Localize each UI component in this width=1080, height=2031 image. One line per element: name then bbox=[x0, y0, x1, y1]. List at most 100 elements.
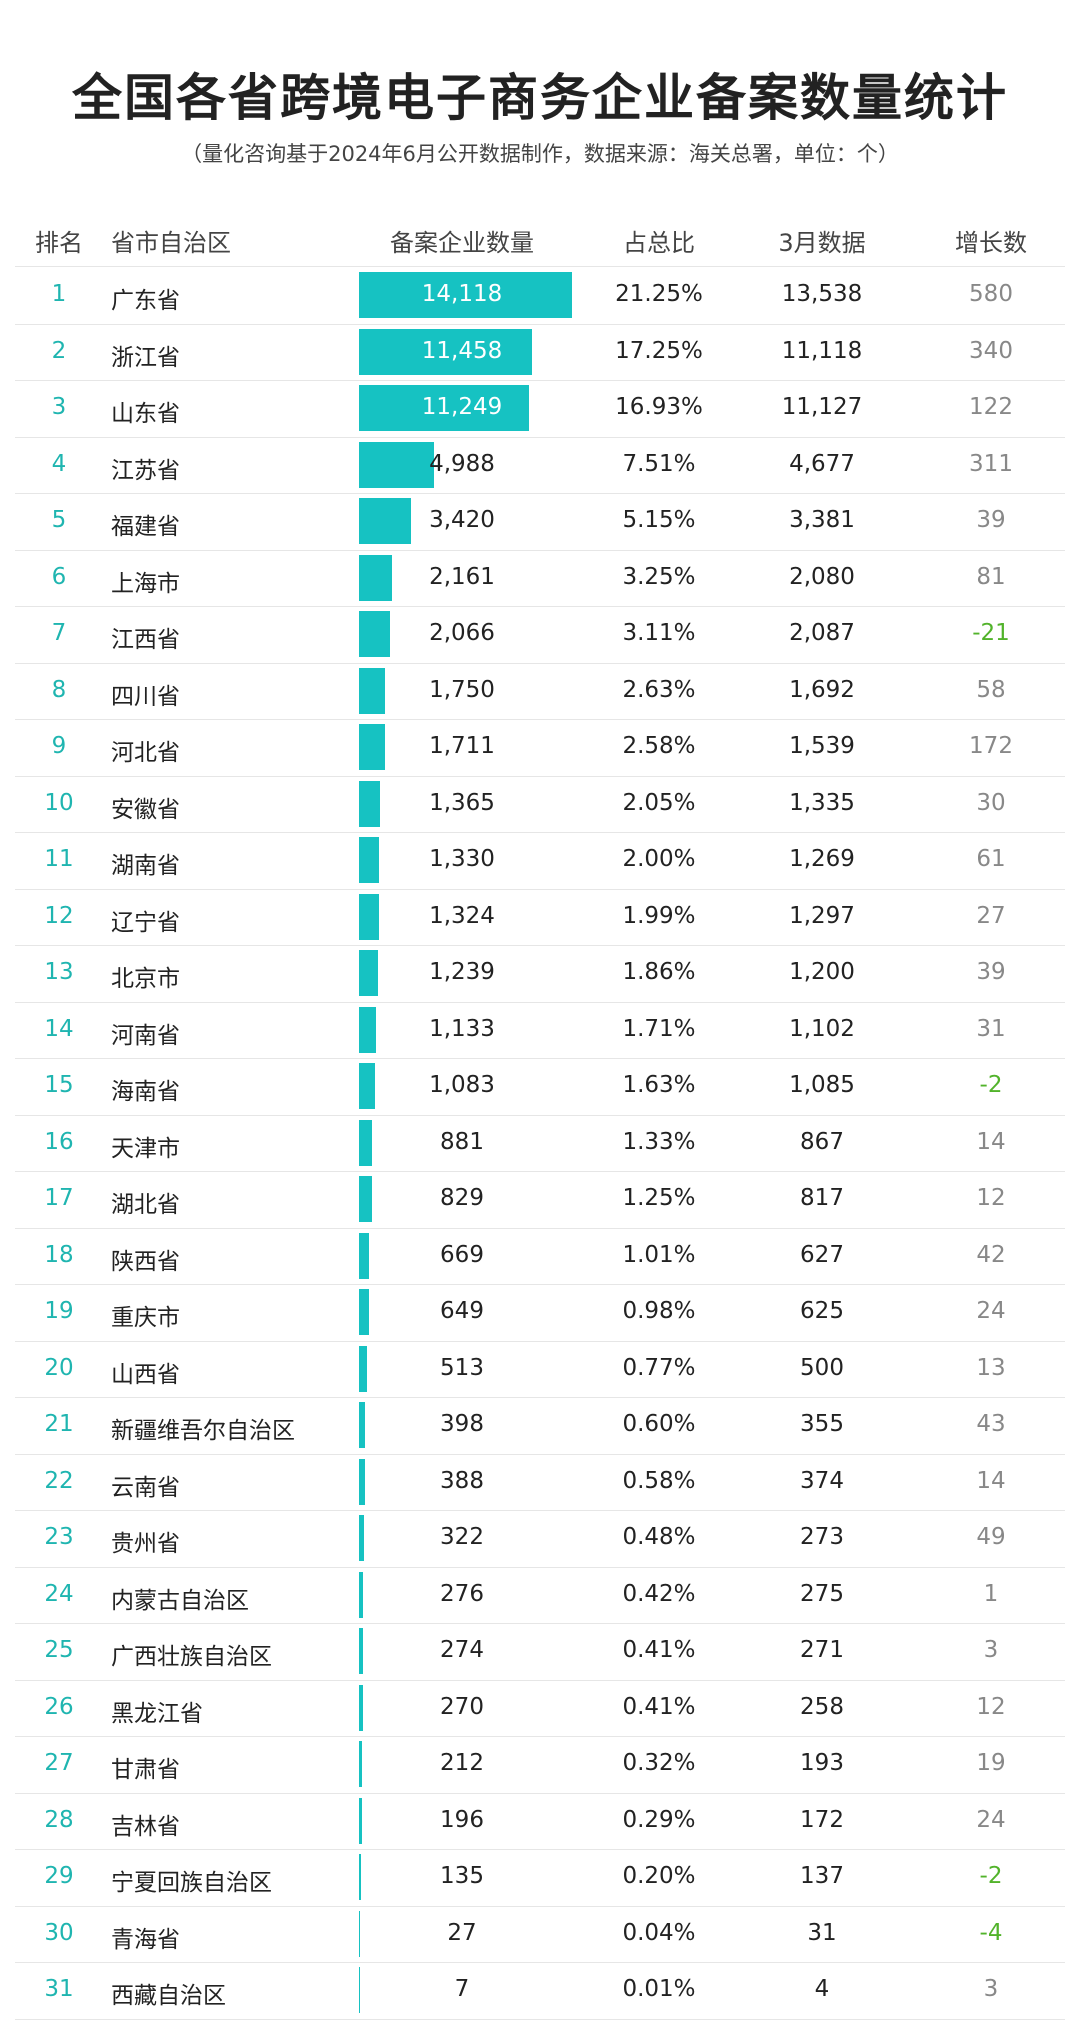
bar bbox=[359, 272, 572, 319]
rank: 3 bbox=[51, 394, 67, 421]
share: 1.25% bbox=[622, 1185, 696, 1212]
march: 1,269 bbox=[789, 846, 855, 873]
rank: 28 bbox=[44, 1806, 74, 1833]
bar bbox=[359, 611, 391, 658]
region: 北京市 bbox=[111, 966, 180, 993]
region: 安徽省 bbox=[111, 796, 180, 823]
growth: 340 bbox=[969, 337, 1013, 364]
count: 1,711 bbox=[429, 733, 495, 760]
growth-header: 增长数 bbox=[955, 229, 1027, 257]
rank: 19 bbox=[44, 1298, 74, 1325]
row-separator bbox=[15, 719, 1065, 720]
growth: 42 bbox=[976, 1241, 1006, 1268]
region: 湖南省 bbox=[111, 853, 180, 880]
share: 0.01% bbox=[622, 1976, 696, 2003]
row-separator bbox=[15, 606, 1065, 607]
growth: -4 bbox=[979, 1919, 1003, 1946]
bar bbox=[359, 1289, 369, 1336]
bar bbox=[359, 667, 386, 714]
count: 3,420 bbox=[429, 507, 495, 534]
bar bbox=[359, 837, 380, 884]
growth: 13 bbox=[976, 1354, 1006, 1381]
bar bbox=[359, 328, 532, 375]
region: 上海市 bbox=[111, 570, 180, 597]
row-separator bbox=[15, 380, 1065, 381]
count: 669 bbox=[440, 1241, 484, 1268]
count: 1,324 bbox=[429, 902, 495, 929]
region: 河南省 bbox=[111, 1022, 180, 1049]
share: 0.48% bbox=[622, 1524, 696, 1551]
count: 1,750 bbox=[429, 676, 495, 703]
count: 11,458 bbox=[421, 337, 503, 364]
bar bbox=[359, 1232, 370, 1279]
row-separator bbox=[15, 888, 1065, 890]
region: 黑龙江省 bbox=[111, 1700, 203, 1727]
count: 1,083 bbox=[429, 1072, 495, 1099]
count: 4,988 bbox=[429, 450, 495, 477]
rank: 7 bbox=[51, 620, 67, 647]
march: 4 bbox=[814, 1976, 830, 2003]
growth: 81 bbox=[976, 563, 1006, 590]
rank: 18 bbox=[44, 1241, 74, 1268]
region: 四川省 bbox=[111, 683, 180, 710]
row-separator bbox=[15, 662, 1065, 664]
share: 3.11% bbox=[622, 620, 696, 647]
bar bbox=[359, 1797, 362, 1844]
row-separator bbox=[15, 945, 1065, 946]
bar bbox=[359, 1119, 373, 1166]
region: 陕西省 bbox=[111, 1248, 180, 1275]
march: 500 bbox=[800, 1354, 844, 1381]
row-separator bbox=[15, 832, 1065, 833]
bar bbox=[359, 1571, 364, 1618]
bar bbox=[359, 724, 385, 771]
march: 867 bbox=[800, 1128, 844, 1155]
region: 内蒙古自治区 bbox=[111, 1587, 249, 1614]
share: 2.05% bbox=[622, 789, 696, 816]
growth: 19 bbox=[976, 1750, 1006, 1777]
row-separator bbox=[15, 1114, 1065, 1116]
count: 212 bbox=[440, 1750, 484, 1777]
growth: 14 bbox=[976, 1467, 1006, 1494]
rank: 4 bbox=[51, 450, 67, 477]
row-separator bbox=[15, 1566, 1065, 1568]
growth: 27 bbox=[976, 902, 1006, 929]
row-separator bbox=[15, 1171, 1065, 1172]
count-header: 备案企业数量 bbox=[390, 229, 534, 257]
count: 2,066 bbox=[429, 620, 495, 647]
share: 0.98% bbox=[622, 1298, 696, 1325]
bar bbox=[359, 1063, 376, 1110]
march: 1,297 bbox=[789, 902, 855, 929]
row-separator bbox=[15, 1284, 1065, 1285]
subtitle: （量化咨询基于2024年6月公开数据制作，数据来源：海关总署，单位：个） bbox=[181, 142, 899, 166]
march: 1,102 bbox=[789, 1015, 855, 1042]
march: 625 bbox=[800, 1298, 844, 1325]
region: 江西省 bbox=[111, 627, 180, 654]
growth: 31 bbox=[976, 1015, 1006, 1042]
march: 258 bbox=[800, 1693, 844, 1720]
row-separator bbox=[15, 493, 1065, 494]
march: 1,692 bbox=[789, 676, 855, 703]
bar bbox=[359, 950, 378, 997]
rank: 14 bbox=[44, 1015, 74, 1042]
share: 2.63% bbox=[622, 676, 696, 703]
march: 1,539 bbox=[789, 733, 855, 760]
share: 0.58% bbox=[622, 1467, 696, 1494]
bar bbox=[359, 1345, 367, 1392]
rank: 16 bbox=[44, 1128, 74, 1155]
count: 1,239 bbox=[429, 959, 495, 986]
bar bbox=[359, 1176, 372, 1223]
share: 0.20% bbox=[622, 1863, 696, 1890]
rank: 9 bbox=[51, 733, 67, 760]
rank: 31 bbox=[44, 1976, 74, 2003]
rank: 25 bbox=[44, 1637, 74, 1664]
share: 0.32% bbox=[622, 1750, 696, 1777]
region: 甘肃省 bbox=[111, 1757, 180, 1784]
region: 新疆维吾尔自治区 bbox=[111, 1418, 295, 1445]
share: 16.93% bbox=[615, 394, 703, 421]
growth: 49 bbox=[976, 1524, 1006, 1551]
row-separator bbox=[15, 1962, 1065, 1963]
share: 1.01% bbox=[622, 1241, 696, 1268]
march: 275 bbox=[800, 1580, 844, 1607]
rank: 6 bbox=[51, 563, 67, 590]
region: 宁夏回族自治区 bbox=[111, 1870, 272, 1897]
